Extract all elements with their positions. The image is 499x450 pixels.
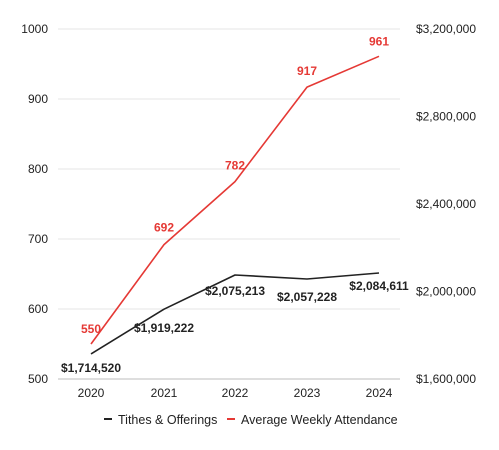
data-label-attendance: 917 <box>297 64 317 78</box>
left-tick-label: 600 <box>28 302 48 316</box>
right-tick-label: $1,600,000 <box>416 372 476 386</box>
x-axis: 2020 2021 2022 2023 2024 <box>78 386 393 400</box>
left-tick-label: 1000 <box>21 22 48 36</box>
x-tick-label: 2024 <box>366 386 393 400</box>
left-tick-label: 800 <box>28 162 48 176</box>
data-label-attendance: 550 <box>81 322 101 336</box>
data-labels: $1,714,520 $1,919,222 $2,075,213 $2,057,228… <box>61 34 409 375</box>
legend-label-attendance: Average Weekly Attendance <box>241 413 398 427</box>
x-tick-label: 2022 <box>222 386 249 400</box>
data-label-attendance: 782 <box>225 159 245 173</box>
right-tick-label: $3,200,000 <box>416 22 476 36</box>
data-label-tithes: $2,057,228 <box>277 290 337 304</box>
data-label-tithes: $1,714,520 <box>61 361 121 375</box>
legend-label-tithes: Tithes & Offerings <box>118 413 217 427</box>
left-tick-label: 700 <box>28 232 48 246</box>
x-tick-label: 2020 <box>78 386 105 400</box>
right-axis: $1,600,000 $2,000,000 $2,400,000 $2,800,000… <box>416 22 476 386</box>
series-lines <box>90 55 380 355</box>
attendance-line <box>90 55 380 345</box>
right-tick-label: $2,800,000 <box>416 110 476 124</box>
data-label-attendance: 692 <box>154 221 174 235</box>
left-tick-label: 900 <box>28 92 48 106</box>
x-tick-label: 2021 <box>151 386 178 400</box>
gridlines <box>58 28 400 380</box>
right-tick-label: $2,400,000 <box>416 197 476 211</box>
left-tick-label: 500 <box>28 372 48 386</box>
data-label-tithes: $2,075,213 <box>205 284 265 298</box>
legend: Tithes & Offerings Average Weekly Attend… <box>104 413 398 427</box>
right-tick-label: $2,000,000 <box>416 285 476 299</box>
data-label-attendance: 961 <box>369 34 389 48</box>
x-tick-label: 2023 <box>294 386 321 400</box>
data-label-tithes: $1,919,222 <box>134 321 194 335</box>
data-label-tithes: $2,084,611 <box>349 279 409 293</box>
tithes-line <box>90 272 380 355</box>
left-axis: 500 600 700 800 900 1000 <box>21 22 48 386</box>
